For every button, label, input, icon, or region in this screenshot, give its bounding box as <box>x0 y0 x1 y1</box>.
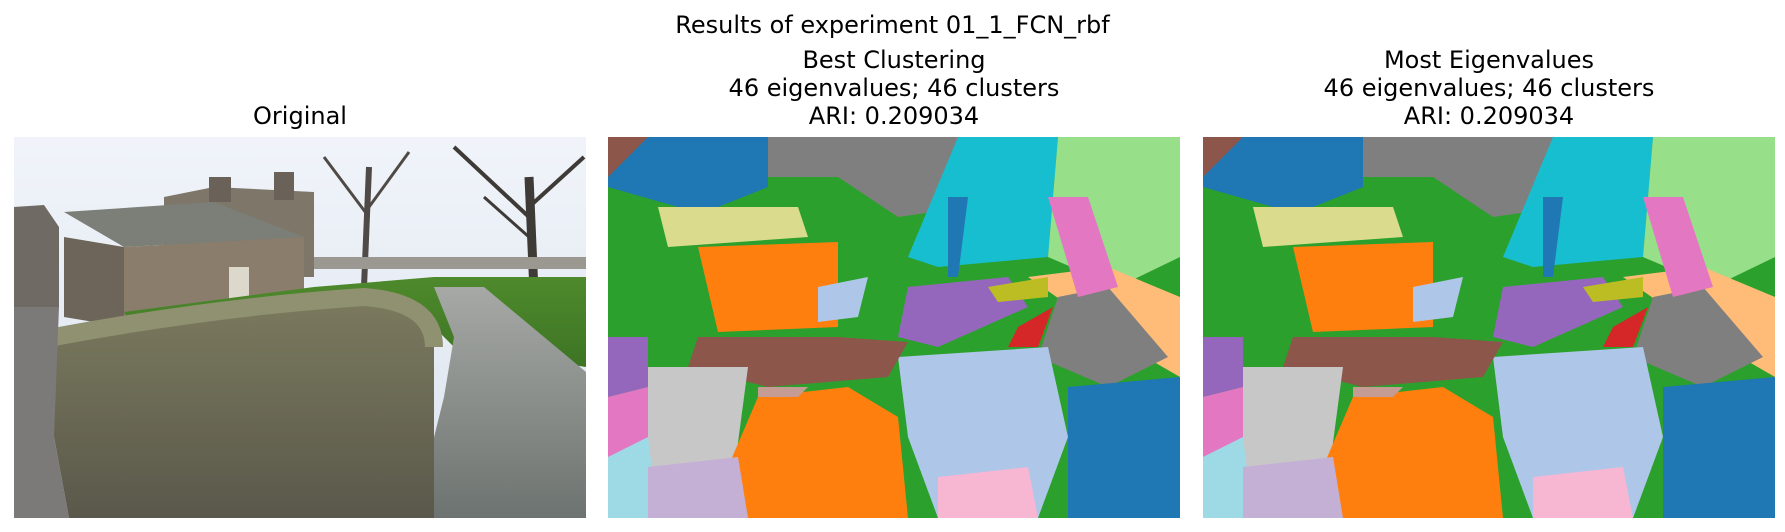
figure-suptitle: Results of experiment 01_1_FCN_rbf <box>675 11 1110 39</box>
segmentation-icon <box>608 137 1180 518</box>
panel-title-best-clustering: Best Clustering 46 eigenvalues; 46 clust… <box>608 46 1180 130</box>
best-clustering-segmentation <box>608 137 1180 518</box>
original-image <box>14 137 586 518</box>
panel-title-original: Original <box>14 102 586 130</box>
panel-subtitle-eigenvalues: 46 eigenvalues; 46 clusters <box>728 74 1060 102</box>
panel-title-most-eigenvalues: Most Eigenvalues 46 eigenvalues; 46 clus… <box>1203 46 1775 130</box>
panel-title-line: Most Eigenvalues <box>1383 46 1595 74</box>
photo-icon <box>14 137 586 518</box>
panel-title-line: Best Clustering <box>802 46 986 74</box>
panel-subtitle-ari: ARI: 0.209034 <box>808 102 980 130</box>
panel-title-line: Original <box>253 102 347 130</box>
panel-subtitle-eigenvalues: 46 eigenvalues; 46 clusters <box>1323 74 1655 102</box>
segmentation-icon <box>1203 137 1775 518</box>
most-eigenvalues-segmentation <box>1203 137 1775 518</box>
panel-subtitle-ari: ARI: 0.209034 <box>1403 102 1575 130</box>
